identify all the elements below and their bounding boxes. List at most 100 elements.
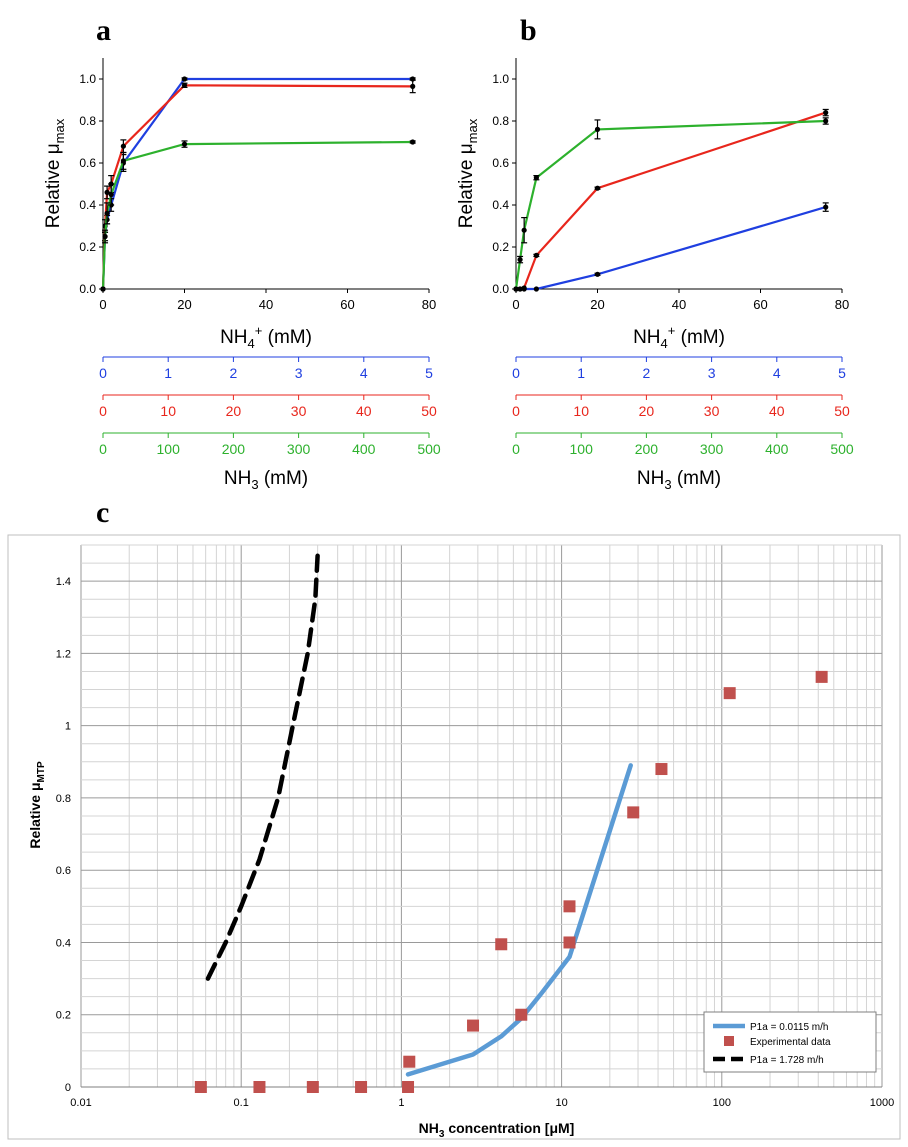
panel-a-y-tick-label: 0.8 bbox=[79, 114, 96, 128]
panel-c-y-tick-label: 1 bbox=[65, 721, 71, 733]
panel-letter-b: b bbox=[520, 14, 537, 47]
panel-b-secondary-tick-label: 4 bbox=[773, 365, 781, 381]
panel-a-x-tick-label: 60 bbox=[340, 297, 354, 312]
panel-a-x-tick-label: 20 bbox=[177, 297, 191, 312]
panel-b-secondary-tick-label: 300 bbox=[700, 441, 724, 457]
panel-b-data-point-green bbox=[517, 257, 523, 263]
panel-b-data-point-blue bbox=[823, 204, 829, 210]
panel-c-x-tick-label: 0.1 bbox=[234, 1097, 249, 1109]
panel-c-experimental-point bbox=[403, 1055, 416, 1068]
panel-a-x-tick-label: 80 bbox=[422, 297, 436, 312]
panel-b-data-point-green bbox=[513, 286, 519, 292]
panel-a-series-line-red bbox=[101, 84, 413, 290]
panel-b-secondary-tick-label: 0 bbox=[512, 365, 520, 381]
panel-c-y-tick-label: 0 bbox=[65, 1082, 71, 1094]
panel-b-secondary-tick-label: 1 bbox=[577, 365, 585, 381]
panel-b-secondary-tick-label: 200 bbox=[635, 441, 659, 457]
panel-a-data-point-green bbox=[108, 191, 114, 198]
panel-b-data-point-red bbox=[533, 252, 539, 258]
panel-c-y-tick-label: 1.2 bbox=[56, 648, 71, 660]
panel-c-legend-label: P1a = 1.728 m/h bbox=[750, 1055, 824, 1066]
panel-a-secondary-tick-label: 2 bbox=[230, 365, 238, 381]
panel-b-data-point-green bbox=[823, 118, 829, 124]
panel-a-data-point-red bbox=[104, 189, 110, 195]
panel-a-secondary-tick-label: 30 bbox=[291, 403, 307, 419]
panel-a-secondary-tick-label: 300 bbox=[287, 441, 311, 457]
panel-a-data-point-red bbox=[181, 82, 188, 88]
panel-b-secondary-tick-label: 20 bbox=[639, 403, 655, 419]
panel-b-y-tick-label: 0.6 bbox=[492, 156, 509, 170]
panel-a-data-point-blue bbox=[181, 76, 188, 82]
panel-b-secondary-tick-label: 10 bbox=[573, 403, 589, 419]
panel-c-experimental-point bbox=[402, 1081, 415, 1093]
panel-c-experimental-point bbox=[253, 1081, 266, 1093]
panel-letter-a: a bbox=[96, 14, 111, 47]
panel-c-y-tick-label: 0.8 bbox=[56, 793, 71, 805]
panel-c-experimental-point bbox=[815, 670, 828, 683]
panel-c-experimental-point bbox=[515, 1008, 528, 1021]
panel-a-secondary-tick-label: 0 bbox=[99, 365, 107, 381]
panel-c-experimental-point bbox=[723, 687, 736, 700]
panel-b-data-point-red bbox=[823, 110, 829, 116]
panel-b-series-line-green bbox=[514, 119, 826, 290]
panel-a-secondary-tick-label: 0 bbox=[99, 403, 107, 419]
panel-b-y-tick-label: 0.2 bbox=[492, 240, 509, 254]
panel-a-secondary-tick-label: 3 bbox=[295, 365, 303, 381]
panel-letter-c: c bbox=[96, 496, 109, 529]
panel-a-y-axis-label: Relative μmax bbox=[43, 118, 67, 228]
panel-c-y-tick-label: 1.4 bbox=[56, 576, 71, 588]
panel-b-x-tick-label: 20 bbox=[590, 297, 604, 312]
panel-c-legend-swatch-marker bbox=[724, 1036, 734, 1046]
panel-a-secondary-tick-label: 0 bbox=[99, 441, 107, 457]
panel-a-data-point-green bbox=[100, 286, 106, 292]
panel-a-data-point-red bbox=[410, 83, 416, 89]
panel-a-secondary-tick-label: 100 bbox=[157, 441, 181, 457]
panel-a-data-point-red bbox=[120, 143, 126, 149]
panel-a-y-tick-label: 1.0 bbox=[79, 72, 96, 86]
panel-c-x-tick-label: 1000 bbox=[870, 1097, 894, 1109]
panel-c-experimental-point bbox=[355, 1081, 368, 1093]
panel-a-x-tick-label: 0 bbox=[99, 297, 106, 312]
panel-c-experimental-point bbox=[306, 1081, 319, 1093]
panel-a-secondary-tick-label: 500 bbox=[417, 441, 441, 457]
panel-b-y-tick-label: 0.8 bbox=[492, 114, 509, 128]
panel-b-data-point-green bbox=[521, 227, 527, 233]
panel-c-x-tick-label: 100 bbox=[713, 1097, 731, 1109]
panel-b-secondary-tick-label: 40 bbox=[769, 403, 785, 419]
panel-b-data-point-red bbox=[517, 286, 523, 292]
panel-a-secondary-tick-label: 40 bbox=[356, 403, 372, 419]
panel-a-data-point-green bbox=[104, 210, 110, 216]
panel-a-x-axis-label: NH4+ (mM) bbox=[220, 323, 312, 351]
panel-a-secondary-tick-label: 50 bbox=[421, 403, 437, 419]
panel-b-y-tick-label: 0.0 bbox=[492, 282, 509, 296]
panel-a-y-tick-label: 0.6 bbox=[79, 156, 96, 170]
panel-a-data-point-green bbox=[102, 233, 108, 240]
panel-c-y-tick-label: 0.2 bbox=[56, 1010, 71, 1022]
panel-b-y-tick-label: 0.4 bbox=[492, 198, 509, 212]
panel-a-x-tick-label: 40 bbox=[259, 297, 273, 312]
panel-b-series-line-blue bbox=[516, 206, 827, 291]
panel-b-data-point-green bbox=[594, 126, 601, 132]
panel-a-secondary-tick-label: 10 bbox=[160, 403, 176, 419]
panel-b-x-tick-label: 40 bbox=[672, 297, 686, 312]
panel-c-experimental-point bbox=[467, 1019, 480, 1032]
panel-a-y-tick-label: 0.4 bbox=[79, 198, 96, 212]
panel-c-y-axis-label: Relative μMTP bbox=[27, 761, 47, 849]
panel-c-x-tick-label: 10 bbox=[555, 1097, 567, 1109]
panel-a-secondary-axis-label: NH3 (mM) bbox=[224, 468, 308, 492]
panel-c-y-tick-label: 0.6 bbox=[56, 865, 71, 877]
panel-b-y-axis-label: Relative μmax bbox=[456, 118, 480, 228]
panel-b-secondary-tick-label: 30 bbox=[704, 403, 720, 419]
panel-b-data-point-green bbox=[533, 175, 539, 181]
panel-b-x-axis-label: NH4+ (mM) bbox=[633, 323, 725, 351]
panel-a-secondary-tick-label: 200 bbox=[222, 441, 246, 457]
panel-c-experimental-point bbox=[563, 900, 576, 913]
panel-c-x-tick-label: 1 bbox=[398, 1097, 404, 1109]
panel-b-secondary-tick-label: 0 bbox=[512, 403, 520, 419]
panel-b-x-tick-label: 80 bbox=[835, 297, 849, 312]
panel-b-data-point-red bbox=[594, 185, 601, 191]
panel-b-secondary-tick-label: 400 bbox=[765, 441, 789, 457]
